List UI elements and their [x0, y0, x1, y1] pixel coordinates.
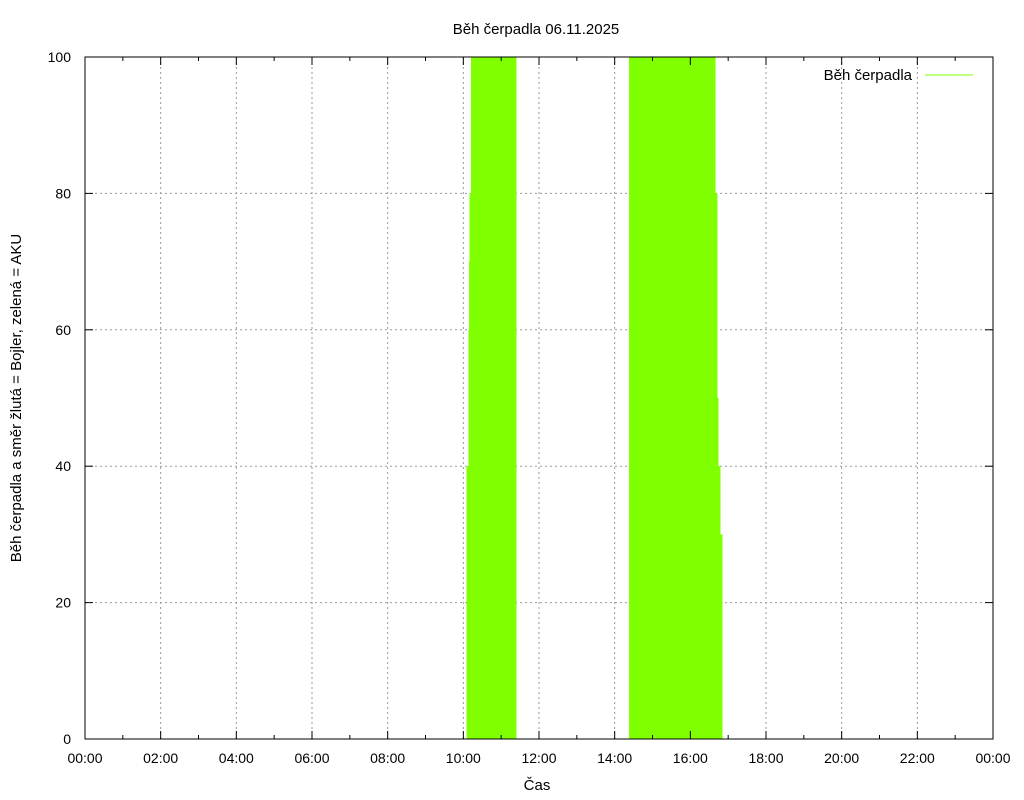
x-tick-label: 00:00 — [67, 750, 102, 766]
area-segment — [466, 466, 469, 739]
area-segment — [720, 534, 723, 739]
x-tick-label: 12:00 — [521, 750, 556, 766]
x-tick-label: 22:00 — [900, 750, 935, 766]
legend-label: Běh čerpadla — [824, 67, 913, 84]
area-segment — [469, 261, 471, 739]
area-segment — [468, 329, 470, 739]
legend: Běh čerpadla — [824, 67, 973, 84]
x-axis-tick-labels: 00:00 02:00 04:00 06:00 08:00 10:00 12:00 14:00… — [67, 750, 1010, 766]
area-segment — [715, 193, 718, 739]
y-tick-label: 60 — [55, 322, 71, 338]
area-segment — [469, 193, 471, 739]
x-tick-label: 00:00 — [975, 750, 1010, 766]
y-tick-label: 80 — [55, 185, 71, 201]
series-area — [466, 57, 723, 739]
x-tick-label: 14:00 — [597, 750, 632, 766]
y-tick-label: 40 — [55, 458, 71, 474]
x-tick-label: 06:00 — [294, 750, 329, 766]
x-tick-label: 16:00 — [673, 750, 708, 766]
x-tick-label: 08:00 — [370, 750, 405, 766]
area-segment — [718, 466, 721, 739]
chart-title: Běh čerpadla 06.11.2025 — [453, 21, 620, 38]
grid — [85, 57, 993, 739]
y-tick-label: 20 — [55, 595, 71, 611]
area-segment — [717, 398, 719, 739]
x-tick-label: 02:00 — [143, 750, 178, 766]
y-tick-label: 100 — [48, 49, 72, 65]
x-tick-label: 18:00 — [748, 750, 783, 766]
x-tick-label: 20:00 — [824, 750, 859, 766]
y-axis-title: Běh čerpadla a směr žlutá = Bojler, zele… — [8, 234, 25, 563]
y-tick-label: 0 — [63, 731, 71, 747]
x-axis-title: Čas — [524, 777, 551, 794]
area-segment — [470, 57, 517, 739]
area-segment — [629, 57, 716, 739]
axis-ticks — [84, 56, 994, 740]
x-tick-label: 04:00 — [219, 750, 254, 766]
x-tick-label: 10:00 — [446, 750, 481, 766]
y-axis-tick-labels: 0 20 40 60 80 100 — [48, 49, 72, 747]
